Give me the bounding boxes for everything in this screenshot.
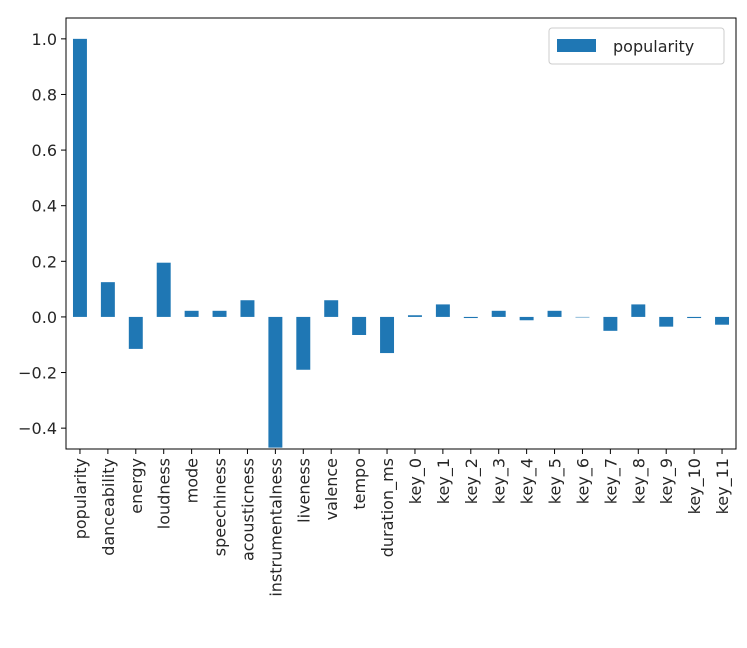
plot-frame (65, 17, 737, 450)
bar-key-0 (407, 315, 422, 317)
x-tick-label: valence (322, 458, 341, 520)
bar-loudness (156, 262, 171, 317)
x-tick-label: key_11 (713, 458, 733, 514)
legend: popularity (548, 27, 725, 65)
bars-group (72, 38, 730, 448)
y-tick-label: −0.2 (18, 364, 57, 383)
bar-tempo (352, 316, 367, 335)
bar-key-11 (715, 316, 730, 325)
x-tick-label: speechiness (211, 458, 230, 556)
x-tick-label: key_10 (685, 458, 705, 514)
legend-label: popularity (613, 37, 694, 56)
x-tick-label: key_6 (573, 458, 593, 504)
bar-key-7 (603, 316, 618, 331)
x-tick-label: duration_ms (378, 458, 398, 557)
bar-key-8 (631, 304, 646, 317)
x-tick-label: acousticness (238, 458, 257, 561)
x-tick-label: key_2 (462, 458, 482, 504)
x-tick-label: liveness (294, 458, 313, 523)
bar-instrumentalness (268, 316, 283, 448)
bar-duration-ms (380, 316, 395, 354)
x-tick-label: loudness (155, 458, 174, 529)
bar-danceability (100, 282, 115, 317)
bar-liveness (296, 316, 311, 370)
bar-speechiness (212, 310, 227, 317)
x-tick-label: key_0 (406, 458, 426, 504)
x-tick-label: key_1 (434, 458, 454, 504)
bar-valence (324, 300, 339, 317)
x-tick-label: key_5 (546, 458, 566, 504)
bar-mode (184, 310, 199, 317)
y-tick-label: 1.0 (32, 30, 57, 49)
plot-background (66, 18, 736, 449)
bar-key-6 (575, 316, 590, 318)
bar-key-2 (463, 316, 478, 319)
x-tick-label: energy (127, 458, 146, 514)
legend-swatch (557, 39, 596, 52)
x-tick-label: danceability (99, 458, 118, 556)
bar-energy (128, 316, 143, 349)
y-axis: 1.0 0.8 0.6 0.4 0.2 0.0 −0.2 −0.4 (18, 30, 66, 438)
x-axis: popularity danceability energy loudness mode… (71, 449, 733, 597)
x-tick-label: mode (183, 458, 202, 503)
x-tick-label: tempo (350, 458, 369, 510)
y-tick-label: 0.6 (32, 141, 57, 160)
y-tick-label: 0.4 (32, 197, 57, 216)
x-tick-label: key_9 (657, 458, 677, 504)
x-tick-label: key_3 (490, 458, 510, 504)
y-tick-label: −0.4 (18, 419, 57, 438)
bar-key-1 (435, 304, 450, 317)
bar-key-10 (687, 316, 702, 319)
x-tick-label: key_7 (601, 458, 621, 504)
y-tick-label: 0.2 (32, 252, 57, 271)
y-tick-label: 0.0 (32, 308, 57, 327)
x-tick-label: key_8 (629, 458, 649, 504)
bar-key-3 (491, 310, 506, 317)
legend-box (548, 27, 725, 65)
bar-popularity (72, 38, 87, 317)
x-tick-label: key_4 (518, 458, 538, 504)
bar-key-5 (547, 310, 562, 317)
x-tick-label: popularity (71, 458, 90, 539)
y-tick-label: 0.8 (32, 85, 57, 104)
bar-acousticness (240, 300, 255, 317)
x-tick-label: instrumentalness (266, 458, 285, 597)
bar-key-9 (659, 316, 674, 327)
bar-key-4 (519, 316, 534, 321)
